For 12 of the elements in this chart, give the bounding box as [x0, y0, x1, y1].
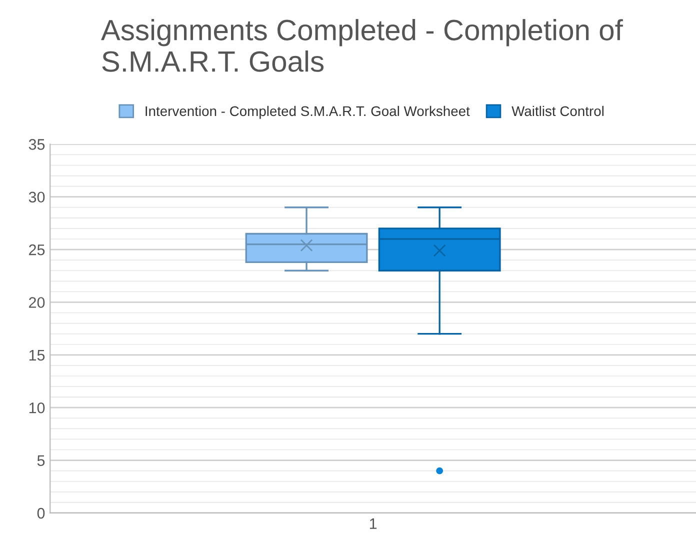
legend-label: Waitlist Control	[512, 106, 604, 116]
y-tick-label: 35	[28, 139, 45, 150]
y-tick-label: 0	[37, 508, 45, 519]
y-tick-label: 20	[29, 297, 45, 308]
x-tick-label: 1	[370, 518, 377, 529]
legend-label: Intervention - Completed S.M.A.R.T. Goal Worksheet	[146, 106, 470, 119]
y-tick-label: 10	[29, 402, 45, 414]
y-tick-label: 25	[29, 244, 45, 256]
chart-title: Assignments Completed - Completion of S.M.A.R.T. Goals	[100, 19, 623, 72]
y-tick-label: 30	[28, 192, 45, 203]
y-tick-label: 15	[29, 350, 45, 361]
y-tick-label: 5	[37, 455, 45, 466]
